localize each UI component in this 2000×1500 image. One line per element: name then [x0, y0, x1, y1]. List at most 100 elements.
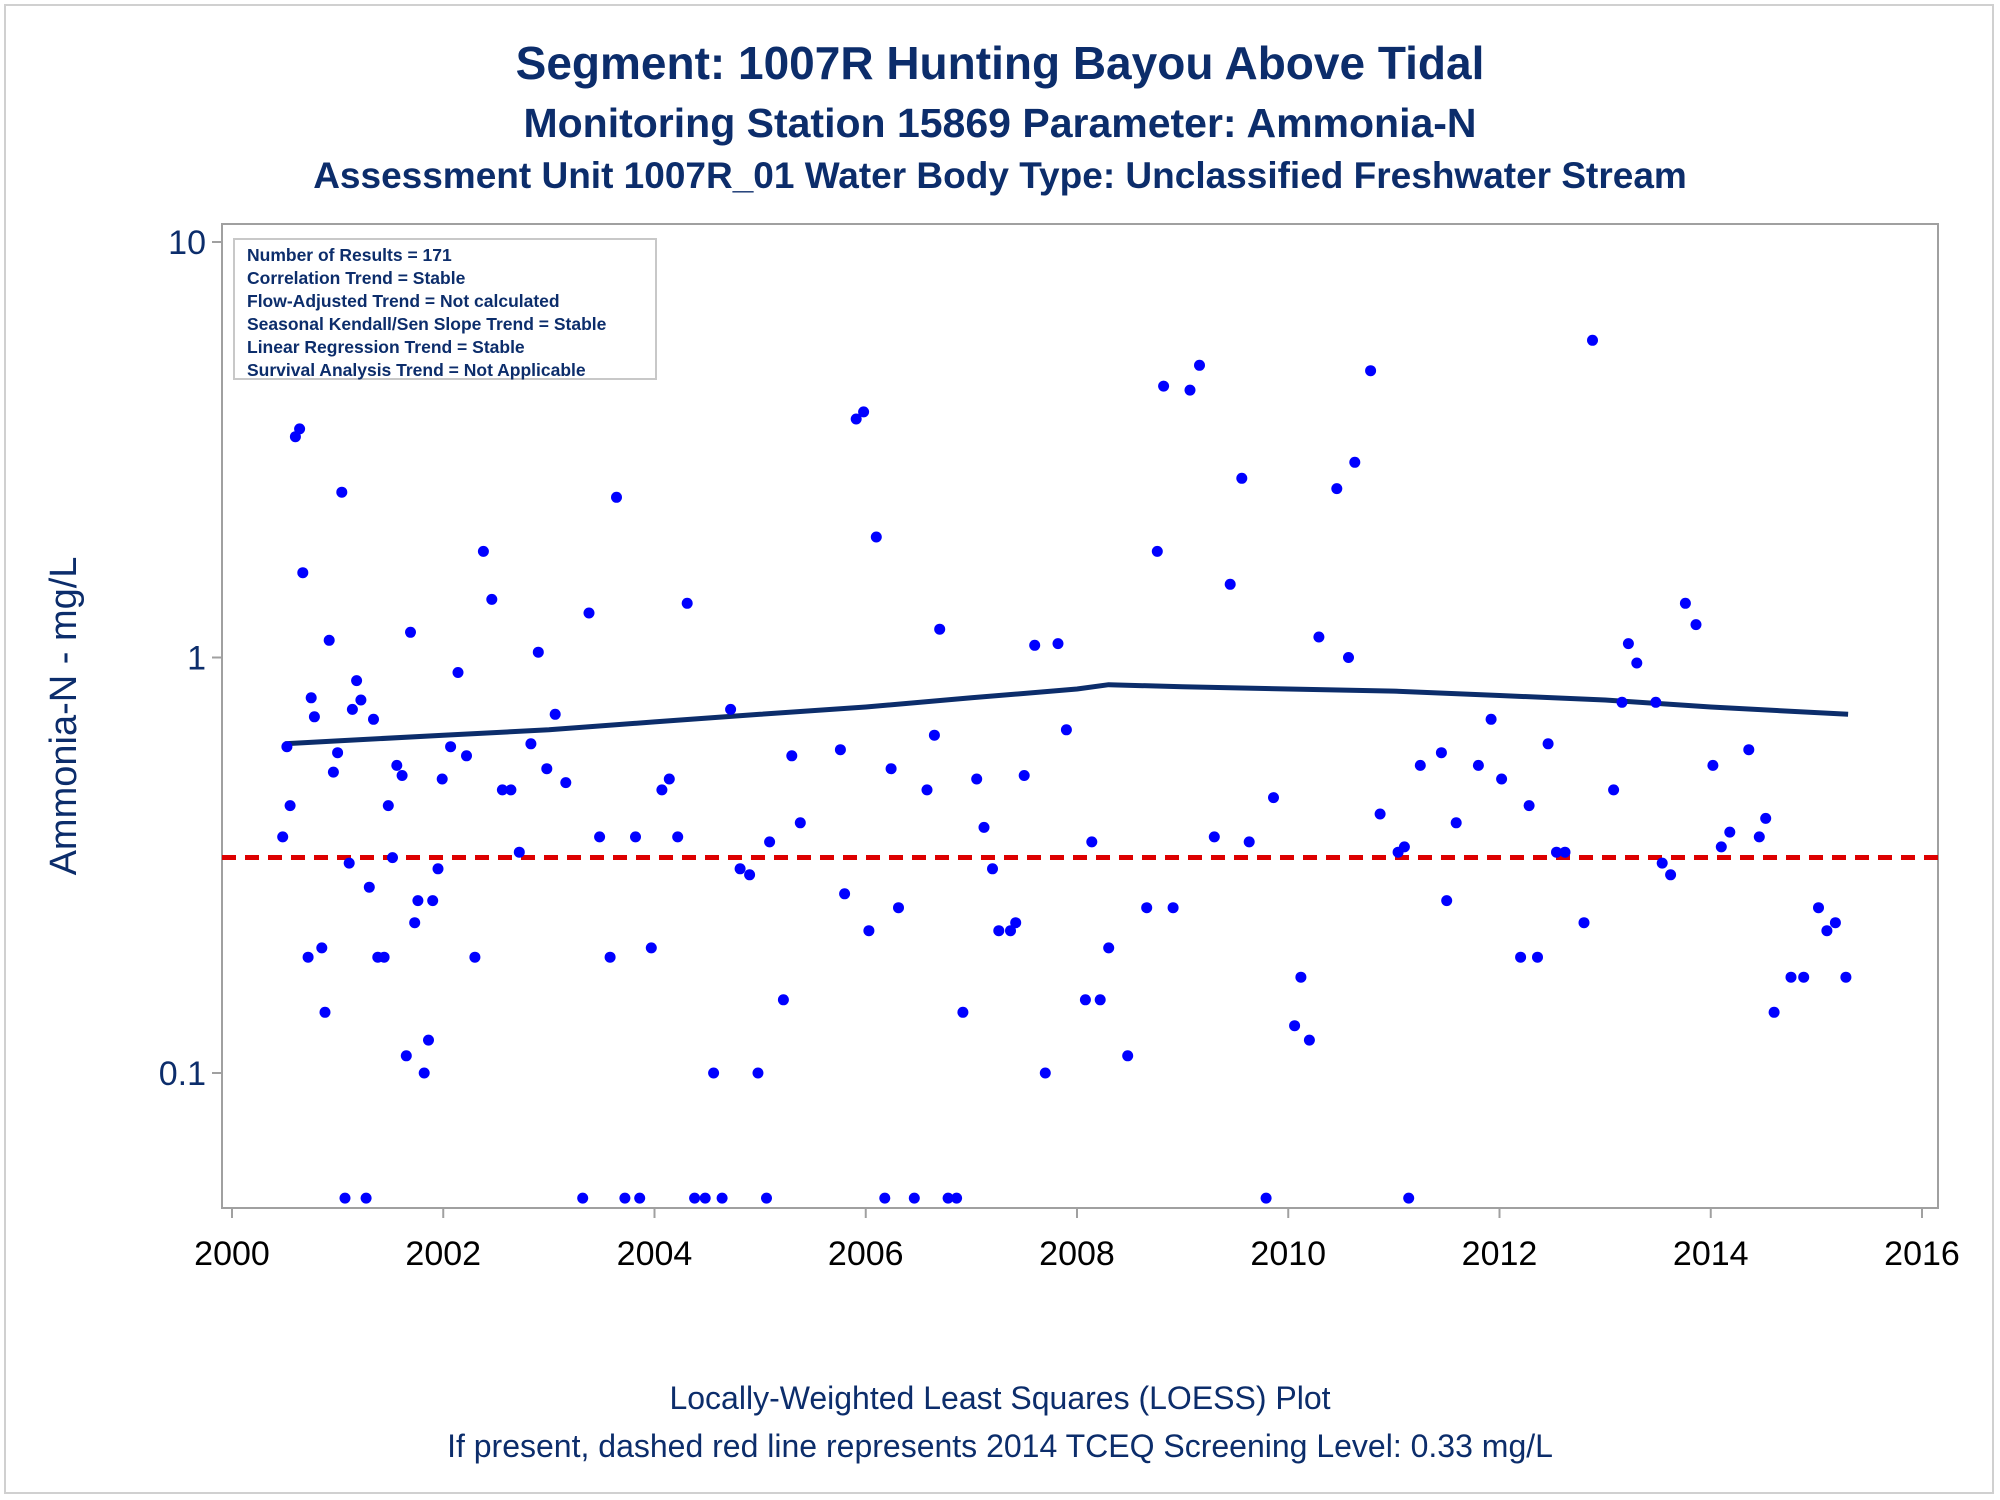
- data-point: [1515, 951, 1527, 963]
- data-point: [794, 817, 806, 829]
- data-point: [863, 925, 875, 937]
- data-point: [1551, 846, 1562, 858]
- data-point: [993, 925, 1005, 937]
- data-point: [532, 646, 544, 658]
- data-point: [319, 1006, 331, 1018]
- data-point: [432, 863, 444, 875]
- x-tick-label: 2006: [828, 1235, 904, 1273]
- data-point: [663, 773, 675, 785]
- data-point: [870, 531, 882, 543]
- data-point: [1079, 994, 1091, 1006]
- x-axis: 2000 2002 2004 2006 2008 2010 2012 2014 2016: [194, 1208, 1960, 1273]
- data-point: [1141, 902, 1153, 914]
- data-point: [1365, 365, 1377, 377]
- chart-title: Segment: 1007R Hunting Bayou Above Tidal: [515, 37, 1485, 89]
- data-point: [1086, 836, 1098, 848]
- data-point: [971, 773, 983, 785]
- data-point: [734, 863, 746, 875]
- data-point: [1268, 792, 1279, 804]
- data-point: [1224, 578, 1236, 590]
- data-point: [302, 951, 314, 963]
- data-point: [934, 623, 946, 635]
- data-point: [577, 1192, 589, 1204]
- data-point: [1798, 971, 1810, 983]
- data-point: [1005, 925, 1016, 937]
- data-point: [893, 902, 904, 914]
- y-tick-label: 0.1: [159, 1055, 206, 1093]
- data-point: [834, 744, 846, 756]
- data-point: [461, 750, 472, 762]
- data-point: [469, 951, 481, 963]
- data-point: [281, 741, 293, 753]
- data-point: [1103, 942, 1115, 954]
- data-point: [496, 784, 508, 796]
- data-point: [1608, 784, 1620, 796]
- data-point: [634, 1192, 646, 1204]
- data-point: [777, 994, 789, 1006]
- data-point: [396, 770, 408, 781]
- plot-area: [221, 223, 1939, 1209]
- data-point: [1151, 545, 1163, 557]
- data-point: [1707, 759, 1719, 771]
- data-point: [1496, 773, 1508, 785]
- data-point: [445, 741, 457, 753]
- x-tick-label: 2016: [1884, 1235, 1960, 1273]
- x-tick-label: 2008: [1039, 1235, 1115, 1273]
- data-point: [1665, 869, 1677, 881]
- data-point: [850, 413, 862, 425]
- data-point: [513, 846, 525, 858]
- data-point: [297, 567, 309, 579]
- data-point: [525, 738, 537, 750]
- data-point: [630, 831, 641, 843]
- data-point: [1243, 836, 1255, 848]
- data-point: [549, 708, 561, 720]
- data-point: [951, 1192, 963, 1204]
- data-point: [672, 831, 684, 843]
- data-point: [1715, 841, 1727, 853]
- data-point: [1485, 713, 1497, 725]
- data-point: [355, 694, 367, 706]
- data-point: [1743, 744, 1755, 756]
- data-point: [744, 869, 756, 881]
- data-point: [885, 763, 897, 775]
- data-point: [541, 763, 553, 775]
- data-point: [1208, 831, 1220, 843]
- data-point: [594, 831, 606, 843]
- data-point: [1331, 483, 1343, 495]
- data-point: [336, 486, 348, 498]
- data-point: [1303, 1034, 1315, 1046]
- data-point: [928, 729, 940, 741]
- data-point: [277, 831, 289, 843]
- x-tick-label: 2000: [194, 1235, 270, 1273]
- data-point: [1631, 657, 1643, 669]
- data-point: [486, 593, 498, 605]
- stats-line: Number of Results = 171: [247, 245, 452, 265]
- trend-stats-box: Number of Results = 171 Correlation Trend…: [233, 238, 657, 380]
- data-point: [387, 852, 398, 864]
- data-point: [1343, 652, 1354, 663]
- data-point: [1194, 359, 1205, 371]
- data-point: [1679, 597, 1691, 609]
- data-point: [708, 1067, 720, 1079]
- chart-subtitle-station: Monitoring Station 15869 Parameter: Ammo…: [523, 100, 1477, 146]
- data-point: [294, 423, 306, 435]
- data-point: [305, 692, 317, 704]
- data-point: [1768, 1006, 1780, 1018]
- data-point: [908, 1192, 920, 1204]
- x-tick-label: 2002: [405, 1235, 481, 1273]
- data-point: [1039, 1067, 1051, 1079]
- data-point: [942, 1192, 954, 1204]
- data-point: [378, 951, 390, 963]
- stats-line: Flow-Adjusted Trend = Not calculated: [247, 291, 560, 311]
- data-point: [339, 1192, 351, 1204]
- data-point: [1813, 902, 1824, 914]
- x-tick-label: 2014: [1673, 1235, 1749, 1273]
- data-point: [1821, 925, 1833, 937]
- data-point: [1532, 951, 1543, 963]
- data-point: [327, 766, 339, 778]
- data-point: [1616, 696, 1628, 708]
- data-point: [879, 1192, 891, 1204]
- data-point: [716, 1192, 728, 1204]
- stats-line: Survival Analysis Trend = Not Applicable: [247, 360, 586, 380]
